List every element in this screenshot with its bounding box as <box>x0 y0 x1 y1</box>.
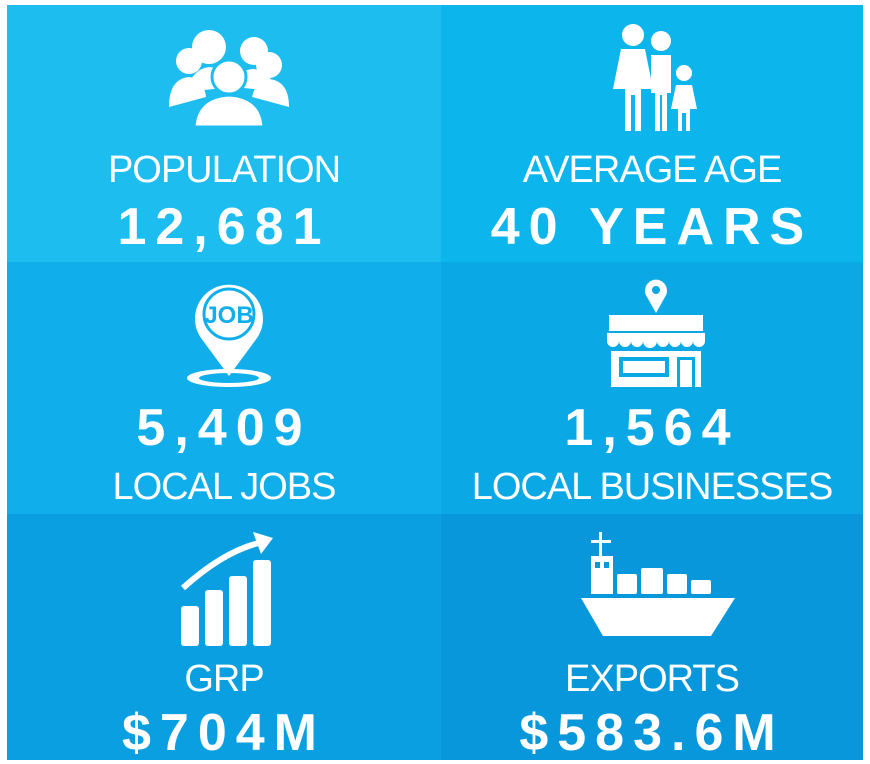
tile-local-businesses: 1,564 LOCAL BUSINESSES <box>441 262 863 514</box>
tile-exports: EXPORTS $583.6M <box>441 514 863 760</box>
tile-value: 40 YEARS <box>490 198 814 256</box>
tile-label: EXPORTS <box>565 658 740 700</box>
job-icon-text: JOB <box>204 302 253 329</box>
tile-value: 12,681 <box>117 198 331 256</box>
job-pin-icon: JOB <box>187 284 271 387</box>
ship-icon <box>581 532 735 636</box>
tile-average-age: AVERAGE AGE 40 YEARS <box>441 5 863 262</box>
tile-value: 5,409 <box>136 399 312 457</box>
tile-label: AVERAGE AGE <box>522 149 783 191</box>
tile-grp: GRP $704M <box>7 514 441 760</box>
tile-value: $704M <box>122 704 326 760</box>
tile-label: LOCAL JOBS <box>112 466 336 508</box>
growth-icon <box>180 532 273 646</box>
tile-value: 1,564 <box>564 399 740 457</box>
family-icon <box>613 24 697 131</box>
tile-population: POPULATION 12,681 <box>7 5 441 262</box>
tile-label: POPULATION <box>107 149 341 191</box>
tile-local-jobs: JOB 5,409 LOCAL JOBS <box>7 262 441 514</box>
store-icon <box>607 279 705 387</box>
tile-value: $583.6M <box>519 704 785 760</box>
tile-label: GRP <box>184 658 264 700</box>
people-icon <box>169 30 289 127</box>
tile-label: LOCAL BUSINESSES <box>471 466 834 508</box>
